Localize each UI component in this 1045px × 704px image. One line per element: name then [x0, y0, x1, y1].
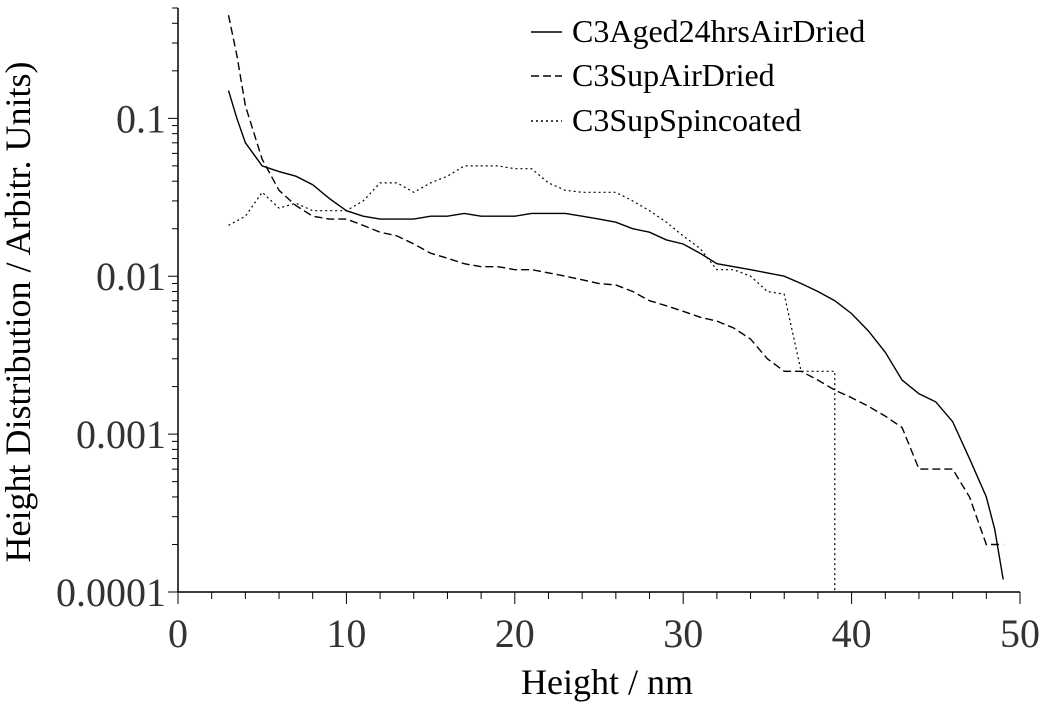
x-axis-title: Height / nm	[521, 662, 693, 702]
y-axis-title: Height Distribution / Arbitr. Units)	[0, 62, 38, 563]
x-tick-label: 0	[168, 611, 188, 656]
x-axis-ticks: 0 10 20 30 40 50	[168, 592, 1040, 656]
x-tick-label: 20	[495, 611, 535, 656]
series-layer	[227, 15, 1004, 592]
x-tick-label: 50	[1000, 611, 1040, 656]
legend-label: C3SupAirDried	[572, 57, 775, 93]
series-line-1	[227, 90, 1004, 580]
y-tick-label: 0.001	[76, 412, 166, 457]
y-axis-ticks: 0.0001 0.001 0.01 0.1	[56, 7, 178, 615]
y-tick-label: 0.01	[96, 254, 166, 299]
x-tick-label: 40	[832, 611, 872, 656]
legend-label: C3SupSpincoated	[572, 102, 801, 138]
legend-label: C3Aged24hrsAirDried	[572, 13, 865, 49]
series-line-2	[227, 15, 1004, 546]
series-line-3	[228, 165, 836, 592]
x-tick-label: 10	[326, 611, 366, 656]
y-tick-label: 0.1	[116, 96, 166, 141]
x-tick-label: 30	[663, 611, 703, 656]
legend: C3Aged24hrsAirDried C3SupAirDried C3SupSpi…	[531, 13, 865, 138]
y-tick-label: 0.0001	[56, 570, 166, 615]
plot-frame	[177, 8, 1020, 593]
